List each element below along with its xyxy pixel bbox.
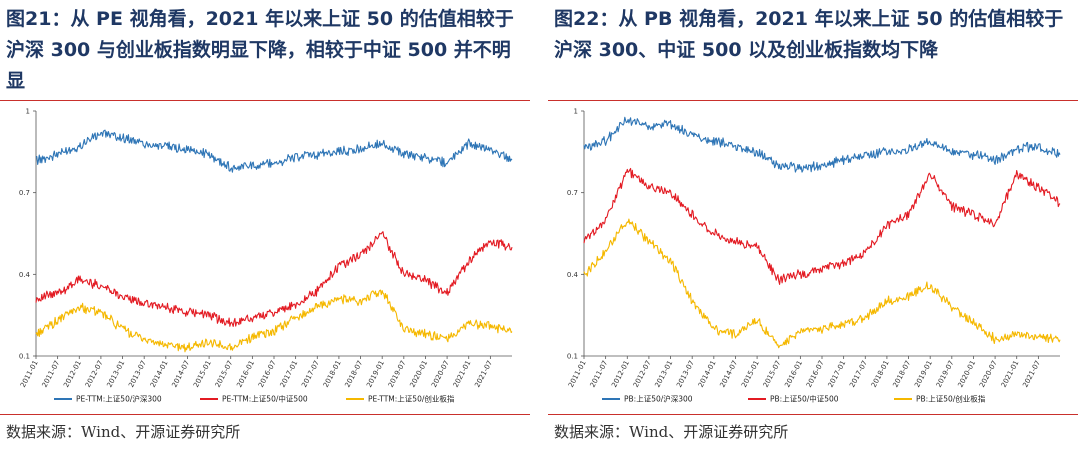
- chart-panel-pe: 图21：从 PE 视角看，2021 年以来上证 50 的估值相较于沪深 300 …: [0, 0, 530, 450]
- x-tick-label: 2017-01: [279, 359, 300, 389]
- x-tick-label: 2016-07: [257, 359, 278, 389]
- x-tick-label: 2018-07: [344, 359, 365, 389]
- x-tick-label: 2021-07: [473, 359, 494, 389]
- x-tick-label: 2011-01: [19, 359, 40, 389]
- series-line-3: [583, 218, 1061, 349]
- x-tick-label: 2011-07: [41, 359, 62, 389]
- series-line-2: [583, 167, 1061, 285]
- x-tick-label: 2021-07: [1021, 359, 1042, 389]
- x-tick-label: 2016-07: [805, 359, 826, 389]
- x-tick-label: 2020-07: [978, 359, 999, 389]
- source-note: 数据来源：Wind、开源证券研究所: [554, 423, 789, 441]
- x-tick-label: 2017-01: [827, 359, 848, 389]
- figure-title: 图21：从 PE 视角看，2021 年以来上证 50 的估值相较于沪深 300 …: [6, 8, 514, 92]
- y-tick-label: 0.1: [19, 353, 30, 361]
- x-tick-label: 2021-01: [1000, 359, 1021, 389]
- x-tick-label: 2012-07: [84, 359, 105, 389]
- x-tick-label: 2014-01: [697, 359, 718, 389]
- x-tick-label: 2013-07: [675, 359, 696, 389]
- x-tick-label: 2019-01: [365, 359, 386, 389]
- x-tick-label: 2017-07: [848, 359, 869, 389]
- x-tick-label: 2015-01: [740, 359, 761, 389]
- y-tick-label: 0.7: [567, 189, 578, 197]
- y-tick-label: 0.1: [567, 353, 578, 361]
- y-tick-label: 0.7: [19, 189, 30, 197]
- x-tick-label: 2019-07: [935, 359, 956, 389]
- x-tick-label: 2012-07: [632, 359, 653, 389]
- chart-frame: 0.1 0.4 0.7 1 2011-01 2011-07 2012-01 2012-07 20…: [0, 100, 530, 415]
- x-tick-label: 2015-01: [192, 359, 213, 389]
- legend-label: PE-TTM:上证50/沪深300: [76, 394, 162, 404]
- legend-label: PB:上证50/沪深300: [624, 394, 693, 404]
- x-tick-label: 2015-07: [762, 359, 783, 389]
- x-tick-label: 2014-01: [149, 359, 170, 389]
- y-tick-label: 1: [574, 108, 578, 116]
- x-tick-label: 2019-07: [387, 359, 408, 389]
- chart-frame: 0.1 0.4 0.7 1 2011-01 2011-07 2012-01 2012-07 20…: [548, 100, 1078, 415]
- source-note: 数据来源：Wind、开源证券研究所: [6, 423, 241, 441]
- legend-label: PB:上证50/中证500: [770, 394, 839, 404]
- series-line-3: [35, 289, 513, 353]
- x-tick-label: 2011-07: [589, 359, 610, 389]
- series-line-1: [36, 129, 513, 173]
- x-tick-label: 2011-01: [567, 359, 588, 389]
- x-tick-label: 2013-01: [654, 359, 675, 389]
- x-tick-label: 2014-07: [718, 359, 739, 389]
- x-tick-label: 2020-01: [956, 359, 977, 389]
- y-tick-label: 0.4: [567, 271, 579, 279]
- x-tick-label: 2017-07: [300, 359, 321, 389]
- x-tick-label: 2019-01: [913, 359, 934, 389]
- series-line-2: [35, 231, 513, 327]
- x-tick-label: 2016-01: [783, 359, 804, 389]
- x-tick-label: 2013-07: [127, 359, 148, 389]
- y-tick-label: 1: [26, 108, 30, 116]
- legend-label: PB:上证50/创业板指: [916, 394, 986, 404]
- x-tick-label: 2018-01: [322, 359, 343, 389]
- x-tick-label: 2020-07: [430, 359, 451, 389]
- legend-label: PE-TTM:上证50/中证500: [222, 394, 308, 404]
- x-tick-label: 2021-01: [452, 359, 473, 389]
- x-tick-label: 2018-07: [892, 359, 913, 389]
- chart-panel-pb: 图22：从 PB 视角看，2021 年以来上证 50 的估值相较于沪深 300、…: [548, 0, 1078, 450]
- x-tick-label: 2018-01: [870, 359, 891, 389]
- x-tick-label: 2012-01: [610, 359, 631, 389]
- x-tick-label: 2014-07: [170, 359, 191, 389]
- x-tick-label: 2015-07: [214, 359, 235, 389]
- x-tick-label: 2020-01: [408, 359, 429, 389]
- x-tick-label: 2016-01: [235, 359, 256, 389]
- x-tick-label: 2013-01: [106, 359, 127, 389]
- y-tick-label: 0.4: [19, 271, 31, 279]
- legend-label: PE-TTM:上证50/创业板指: [368, 394, 455, 404]
- figure-title: 图22：从 PB 视角看，2021 年以来上证 50 的估值相较于沪深 300、…: [554, 8, 1064, 61]
- x-tick-label: 2012-01: [62, 359, 83, 389]
- series-line-1: [583, 116, 1061, 173]
